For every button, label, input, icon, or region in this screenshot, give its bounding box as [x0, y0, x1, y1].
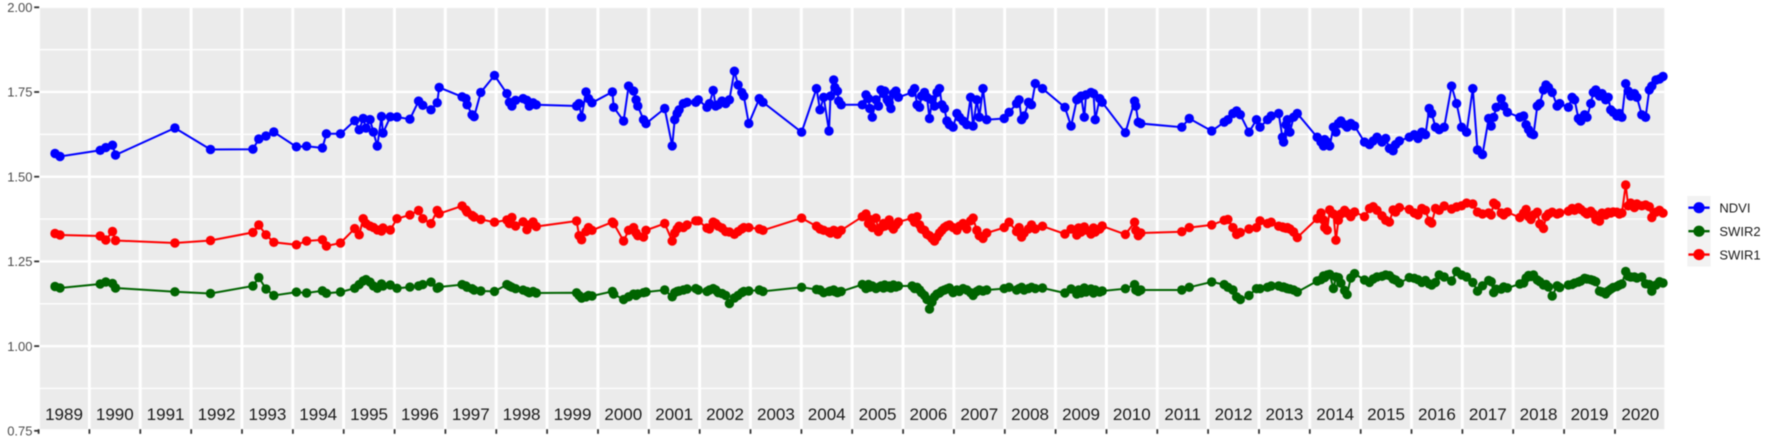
svg-text:2000: 2000: [604, 405, 642, 424]
svg-text:1991: 1991: [147, 405, 185, 424]
svg-text:2018: 2018: [1520, 405, 1558, 424]
svg-text:2010: 2010: [1113, 405, 1151, 424]
svg-text:1.25: 1.25: [7, 254, 32, 269]
svg-text:1.00: 1.00: [7, 339, 32, 354]
svg-text:1993: 1993: [248, 405, 286, 424]
svg-text:2008: 2008: [1011, 405, 1049, 424]
svg-text:1.75: 1.75: [7, 85, 32, 100]
svg-text:2002: 2002: [706, 405, 744, 424]
svg-text:2015: 2015: [1367, 405, 1405, 424]
svg-text:2005: 2005: [859, 405, 897, 424]
svg-text:NDVI: NDVI: [1719, 200, 1750, 215]
svg-text:2009: 2009: [1062, 405, 1100, 424]
svg-text:1992: 1992: [198, 405, 236, 424]
svg-text:2007: 2007: [960, 405, 998, 424]
svg-text:1995: 1995: [350, 405, 388, 424]
svg-text:2012: 2012: [1215, 405, 1253, 424]
svg-text:1999: 1999: [554, 405, 592, 424]
svg-text:1990: 1990: [96, 405, 134, 424]
svg-text:1996: 1996: [401, 405, 439, 424]
svg-text:2003: 2003: [757, 405, 795, 424]
svg-text:2.00: 2.00: [7, 0, 32, 15]
svg-text:2014: 2014: [1316, 405, 1354, 424]
svg-text:2011: 2011: [1164, 405, 1201, 424]
svg-text:2006: 2006: [909, 405, 947, 424]
svg-text:1997: 1997: [452, 405, 490, 424]
svg-text:1989: 1989: [45, 405, 83, 424]
svg-text:SWIR2: SWIR2: [1719, 224, 1760, 239]
svg-text:2001: 2001: [655, 405, 693, 424]
svg-text:2017: 2017: [1469, 405, 1507, 424]
svg-text:2013: 2013: [1265, 405, 1303, 424]
svg-text:1998: 1998: [503, 405, 541, 424]
svg-text:2016: 2016: [1418, 405, 1456, 424]
svg-text:1994: 1994: [299, 405, 337, 424]
svg-text:1.50: 1.50: [7, 169, 32, 184]
svg-text:2004: 2004: [808, 405, 846, 424]
svg-text:2020: 2020: [1621, 405, 1659, 424]
svg-text:2019: 2019: [1571, 405, 1609, 424]
svg-text:SWIR1: SWIR1: [1719, 247, 1760, 262]
svg-text:0.75: 0.75: [7, 424, 32, 439]
